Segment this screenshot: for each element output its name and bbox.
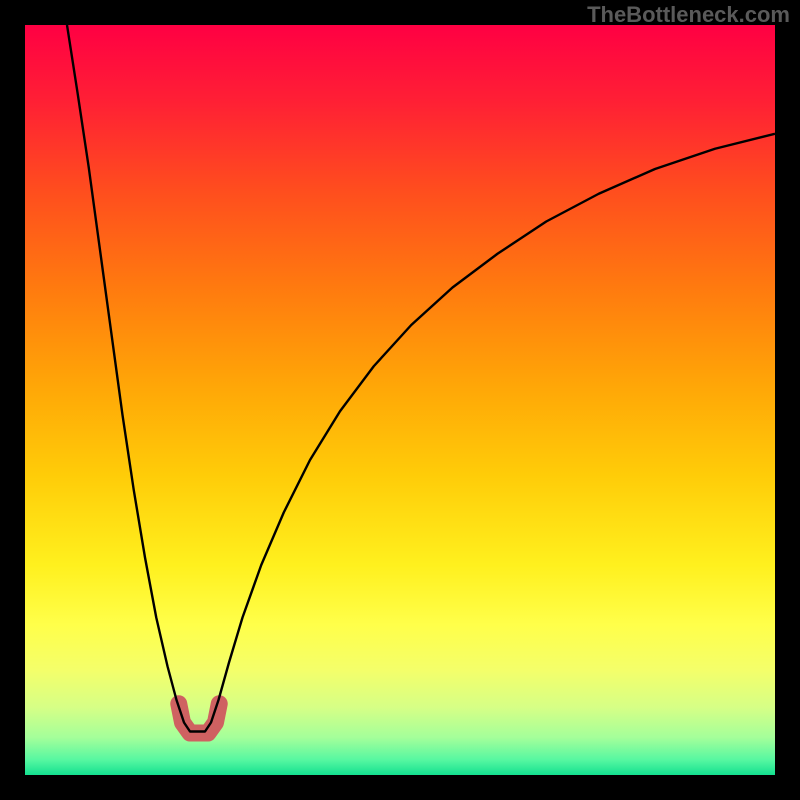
plot-area [25, 25, 775, 775]
chart-frame: TheBottleneck.com [0, 0, 800, 800]
bottleneck-curve-line [67, 25, 775, 732]
watermark-text: TheBottleneck.com [587, 2, 790, 28]
bottleneck-curve [25, 25, 775, 775]
